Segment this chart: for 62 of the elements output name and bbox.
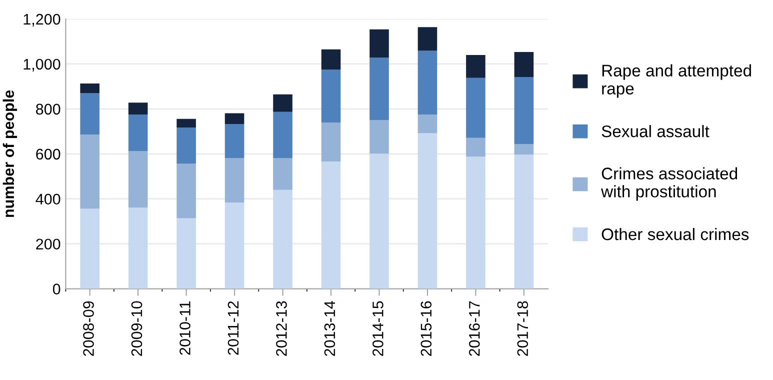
bar: [224, 124, 244, 158]
legend-label: Crimes associated with prostitution: [601, 167, 738, 201]
y-tick-label: 1,200: [24, 14, 60, 26]
x-tick-label: 2013-14: [324, 301, 336, 356]
x-tick-label: 2017-18: [517, 301, 528, 356]
bar: [514, 52, 534, 78]
bar: [514, 144, 534, 155]
x-tick-label: 2015-16: [420, 301, 432, 356]
bar: [321, 162, 341, 289]
bar: [466, 78, 486, 138]
bar: [224, 202, 244, 289]
bar: [466, 156, 486, 289]
bar: [128, 208, 148, 289]
x-tick-label: 2014-15: [372, 301, 384, 356]
bar: [128, 114, 148, 151]
bar: [80, 84, 100, 94]
bar: [370, 58, 389, 120]
bar: [128, 150, 148, 208]
x-tick-label: 2011-12: [228, 301, 239, 355]
bar: [224, 113, 244, 124]
bar: [273, 158, 292, 190]
bar: [418, 114, 438, 134]
y-tick-label: 200: [36, 238, 60, 250]
bar: [514, 154, 534, 289]
bar: [273, 112, 292, 158]
y-tick-label: 600: [36, 148, 60, 160]
y-tick-label: 0: [52, 284, 60, 294]
bar: [128, 102, 148, 115]
bar: [321, 49, 341, 70]
bar: [370, 29, 389, 58]
bar: [321, 122, 341, 162]
bar: [273, 190, 292, 289]
bar: [418, 27, 438, 51]
bar: [418, 50, 438, 115]
bar: [370, 120, 389, 154]
bar: [466, 54, 486, 78]
bar: [418, 133, 438, 289]
bar: [176, 128, 196, 164]
y-axis-title: number of people: [2, 90, 18, 217]
bar: [466, 138, 486, 157]
x-tick-label: 2009-10: [131, 301, 142, 356]
x-tick-label: 2012-13: [276, 301, 287, 356]
y-tick-label: 800: [36, 104, 60, 115]
bar: [176, 164, 196, 218]
legend-label: Rape and attempted rape: [602, 64, 751, 98]
bar: [224, 158, 244, 202]
x-tick-label: 2008-09: [83, 301, 94, 356]
bar: [514, 77, 534, 144]
bar: [80, 93, 100, 135]
x-tick-label: 2010-11: [180, 301, 190, 355]
bar: [80, 134, 100, 209]
bar: [80, 208, 100, 289]
legend-label: Other sexual crimes: [602, 228, 749, 240]
bar: [321, 70, 341, 123]
bar: [273, 94, 292, 112]
y-tick-label: 1,000: [24, 58, 60, 72]
y-tick-label: 400: [36, 194, 60, 205]
bar: [370, 154, 389, 289]
x-tick-label: 2016-17: [468, 301, 480, 356]
bar: [176, 218, 196, 289]
bar: [176, 118, 196, 128]
legend-label: Sexual assault: [602, 125, 710, 138]
